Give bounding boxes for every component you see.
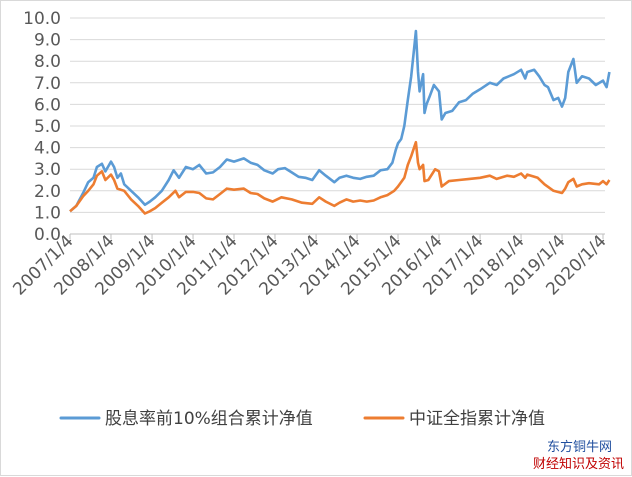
gridlines [70, 17, 605, 213]
y-tick-label: 9.0 [34, 31, 61, 51]
watermark: 东方铜牛网 财经知识及资讯 [533, 439, 624, 472]
legend-item-csi-all: 中证全指累计净值 [363, 409, 545, 429]
y-tick-label: 6.0 [34, 95, 61, 115]
y-tick-label: 1.0 [34, 203, 61, 223]
watermark-line2: 财经知识及资讯 [533, 456, 624, 472]
y-tick-label: 8.0 [34, 52, 61, 72]
series-lines [69, 29, 611, 215]
x-tick-labels: 2007/1/42008/1/42009/1/42010/1/42011/1/4… [9, 231, 610, 299]
series-line-dividend [69, 29, 611, 213]
series-line-csi-all [69, 140, 611, 215]
y-tick-label: 5.0 [34, 117, 61, 137]
y-tick-label: 10.0 [23, 9, 61, 29]
legend-label-csi-all: 中证全指累计净值 [409, 409, 545, 429]
legend-label-dividend: 股息率前10%组合累计净值 [105, 409, 313, 429]
y-tick-label: 7.0 [34, 74, 61, 94]
legend-item-dividend: 股息率前10%组合累计净值 [59, 409, 313, 429]
legend: 股息率前10%组合累计净值 中证全指累计净值 [59, 409, 545, 429]
y-tick-labels: 0.01.02.03.04.05.06.07.08.09.010.0 [23, 9, 61, 245]
watermark-line1: 东方铜牛网 [547, 439, 612, 455]
y-tick-label: 3.0 [34, 160, 61, 180]
y-tick-label: 4.0 [34, 139, 61, 159]
y-tick-label: 0.0 [34, 225, 61, 245]
y-tick-label: 2.0 [34, 182, 61, 202]
